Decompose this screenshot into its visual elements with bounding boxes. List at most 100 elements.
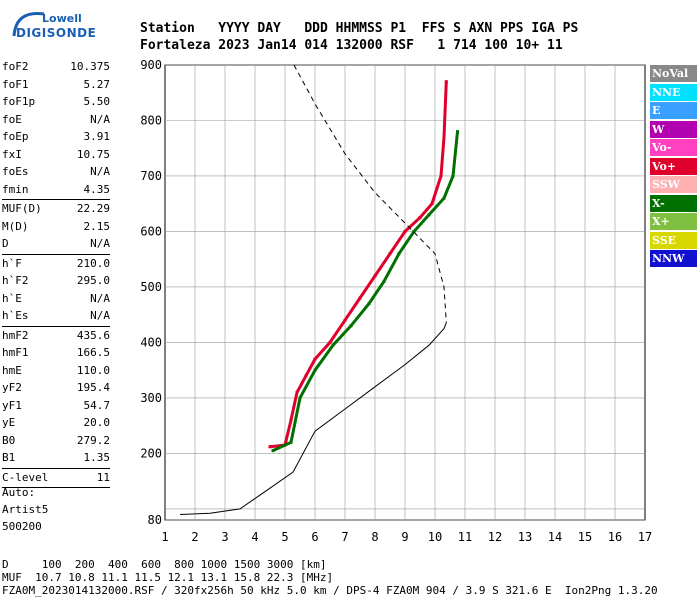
digisonde-logo: Lowell DIGISONDE xyxy=(4,6,96,46)
param-row: fmin 4.35 xyxy=(2,181,110,199)
param-label: h`F xyxy=(2,256,22,270)
x-tick-label: 13 xyxy=(518,530,532,544)
param-value: N/A xyxy=(90,309,110,322)
legend-item: X+ xyxy=(650,213,697,230)
param-label: hmF1 xyxy=(2,346,29,359)
echo-point xyxy=(403,229,407,233)
param-value: 3.91 xyxy=(83,130,111,143)
y-tick-label: 700 xyxy=(140,169,162,183)
param-label: foF1p xyxy=(2,95,36,108)
param-label: B0 xyxy=(2,433,16,447)
legend-item: NoVal xyxy=(650,65,697,82)
y-tick-label: 80 xyxy=(148,513,162,527)
param-row: h`Es N/A xyxy=(2,307,110,325)
echo-point xyxy=(271,449,275,453)
x-tick-label: 17 xyxy=(638,530,652,544)
param-row: foF2 10.375 xyxy=(2,58,110,76)
echo-point xyxy=(451,174,455,178)
model-profile xyxy=(293,64,447,323)
true-height-profile xyxy=(179,322,447,515)
legend-item: NNE xyxy=(650,83,697,101)
x-tick-label: 9 xyxy=(401,530,408,544)
param-label: foF1 xyxy=(2,77,29,91)
param-value: 54.7 xyxy=(83,398,111,412)
echo-point xyxy=(343,318,347,322)
param-label: hmE xyxy=(2,363,22,377)
legend-item: SSW xyxy=(650,176,697,193)
auto-version: 500200 xyxy=(2,520,42,533)
param-label: foE xyxy=(2,112,22,126)
param-value: N/A xyxy=(90,291,110,305)
footer-file-info: FZA0M_2023014132000.RSF / 320fx256h 50 k… xyxy=(2,584,658,597)
param-separator xyxy=(2,199,110,200)
echo-point xyxy=(412,229,416,233)
legend-item: Vo+ xyxy=(650,157,697,175)
param-label: yE xyxy=(2,416,16,429)
param-value: 22.29 xyxy=(76,202,110,215)
echo-point xyxy=(382,279,386,283)
param-row: B1 1.35 xyxy=(2,449,110,467)
echo-point xyxy=(418,216,422,220)
param-row: hmE 110.0 xyxy=(2,362,110,380)
x-tick-label: 15 xyxy=(578,530,592,544)
param-separator xyxy=(2,467,110,469)
param-value: 295.0 xyxy=(76,274,110,287)
param-row: foEp 3.91 xyxy=(2,128,110,146)
echo-point xyxy=(313,357,317,361)
legend-item: X- xyxy=(650,194,697,212)
legend-item: NNW xyxy=(650,250,697,267)
param-row: M(D) 2.15 xyxy=(2,218,110,236)
station-header: Station YYYY DAY DDD HHMMSS P1 FFS S AXN… xyxy=(140,20,578,54)
footer-muf-row: MUF 10.7 10.8 11.1 11.5 12.1 13.1 15.8 2… xyxy=(2,571,334,584)
param-value: 195.4 xyxy=(76,381,110,394)
param-row: B0 279.2 xyxy=(2,432,110,450)
x-tick-label: 5 xyxy=(281,530,288,544)
param-row: foF1 5.27 xyxy=(2,76,110,94)
echo-point xyxy=(268,445,272,449)
param-value: 279.2 xyxy=(76,433,110,447)
param-value: N/A xyxy=(90,165,110,178)
logo-arc-icon xyxy=(12,11,45,37)
echo-point xyxy=(442,135,446,139)
param-label: hmF2 xyxy=(2,328,29,342)
param-row: fxI 10.75 xyxy=(2,146,110,164)
x-tick-label: 1 xyxy=(161,530,168,544)
legend-item: Vo- xyxy=(650,139,697,156)
param-label: fxI xyxy=(2,147,22,161)
x-tick-label: 14 xyxy=(548,530,562,544)
y-tick-label: 600 xyxy=(140,224,162,238)
param-row: foF1p 5.50 xyxy=(2,93,110,111)
y-tick-label: 900 xyxy=(140,58,162,72)
param-row: yE 20.0 xyxy=(2,414,110,432)
param-label: MUF(D) xyxy=(2,202,42,215)
param-value: 110.0 xyxy=(76,363,110,377)
param-separator xyxy=(2,325,110,327)
autoscaling-info: Auto: Artist5 500200 xyxy=(2,484,48,535)
y-tick-label: 400 xyxy=(140,335,162,349)
param-row: yF2 195.4 xyxy=(2,379,110,397)
param-value: N/A xyxy=(90,112,110,126)
legend-item: W xyxy=(650,120,697,138)
param-value: 166.5 xyxy=(76,346,110,359)
param-value: 210.0 xyxy=(76,256,110,270)
x-tick-label: 2 xyxy=(191,530,198,544)
param-value: 5.50 xyxy=(83,95,111,108)
y-tick-label: 300 xyxy=(140,391,162,405)
param-value: 20.0 xyxy=(83,416,111,429)
y-tick-label: 200 xyxy=(140,446,162,460)
param-separator xyxy=(2,253,110,255)
echo-point xyxy=(367,302,371,306)
param-value: 2.15 xyxy=(83,219,111,233)
param-value: 10.75 xyxy=(76,147,110,161)
echo-point xyxy=(313,368,317,372)
echo-point xyxy=(442,196,446,200)
echo-point xyxy=(328,340,332,344)
param-row: MUF(D) 22.29 xyxy=(2,200,110,218)
echo-point xyxy=(283,443,287,447)
footer-distance-row: D 100 200 400 600 800 1000 1500 3000 [km… xyxy=(2,558,327,571)
param-value: N/A xyxy=(90,237,110,250)
echo-point xyxy=(397,252,401,256)
param-label: h`E xyxy=(2,291,22,305)
echo-point xyxy=(444,80,448,84)
param-value: 10.375 xyxy=(70,60,110,73)
